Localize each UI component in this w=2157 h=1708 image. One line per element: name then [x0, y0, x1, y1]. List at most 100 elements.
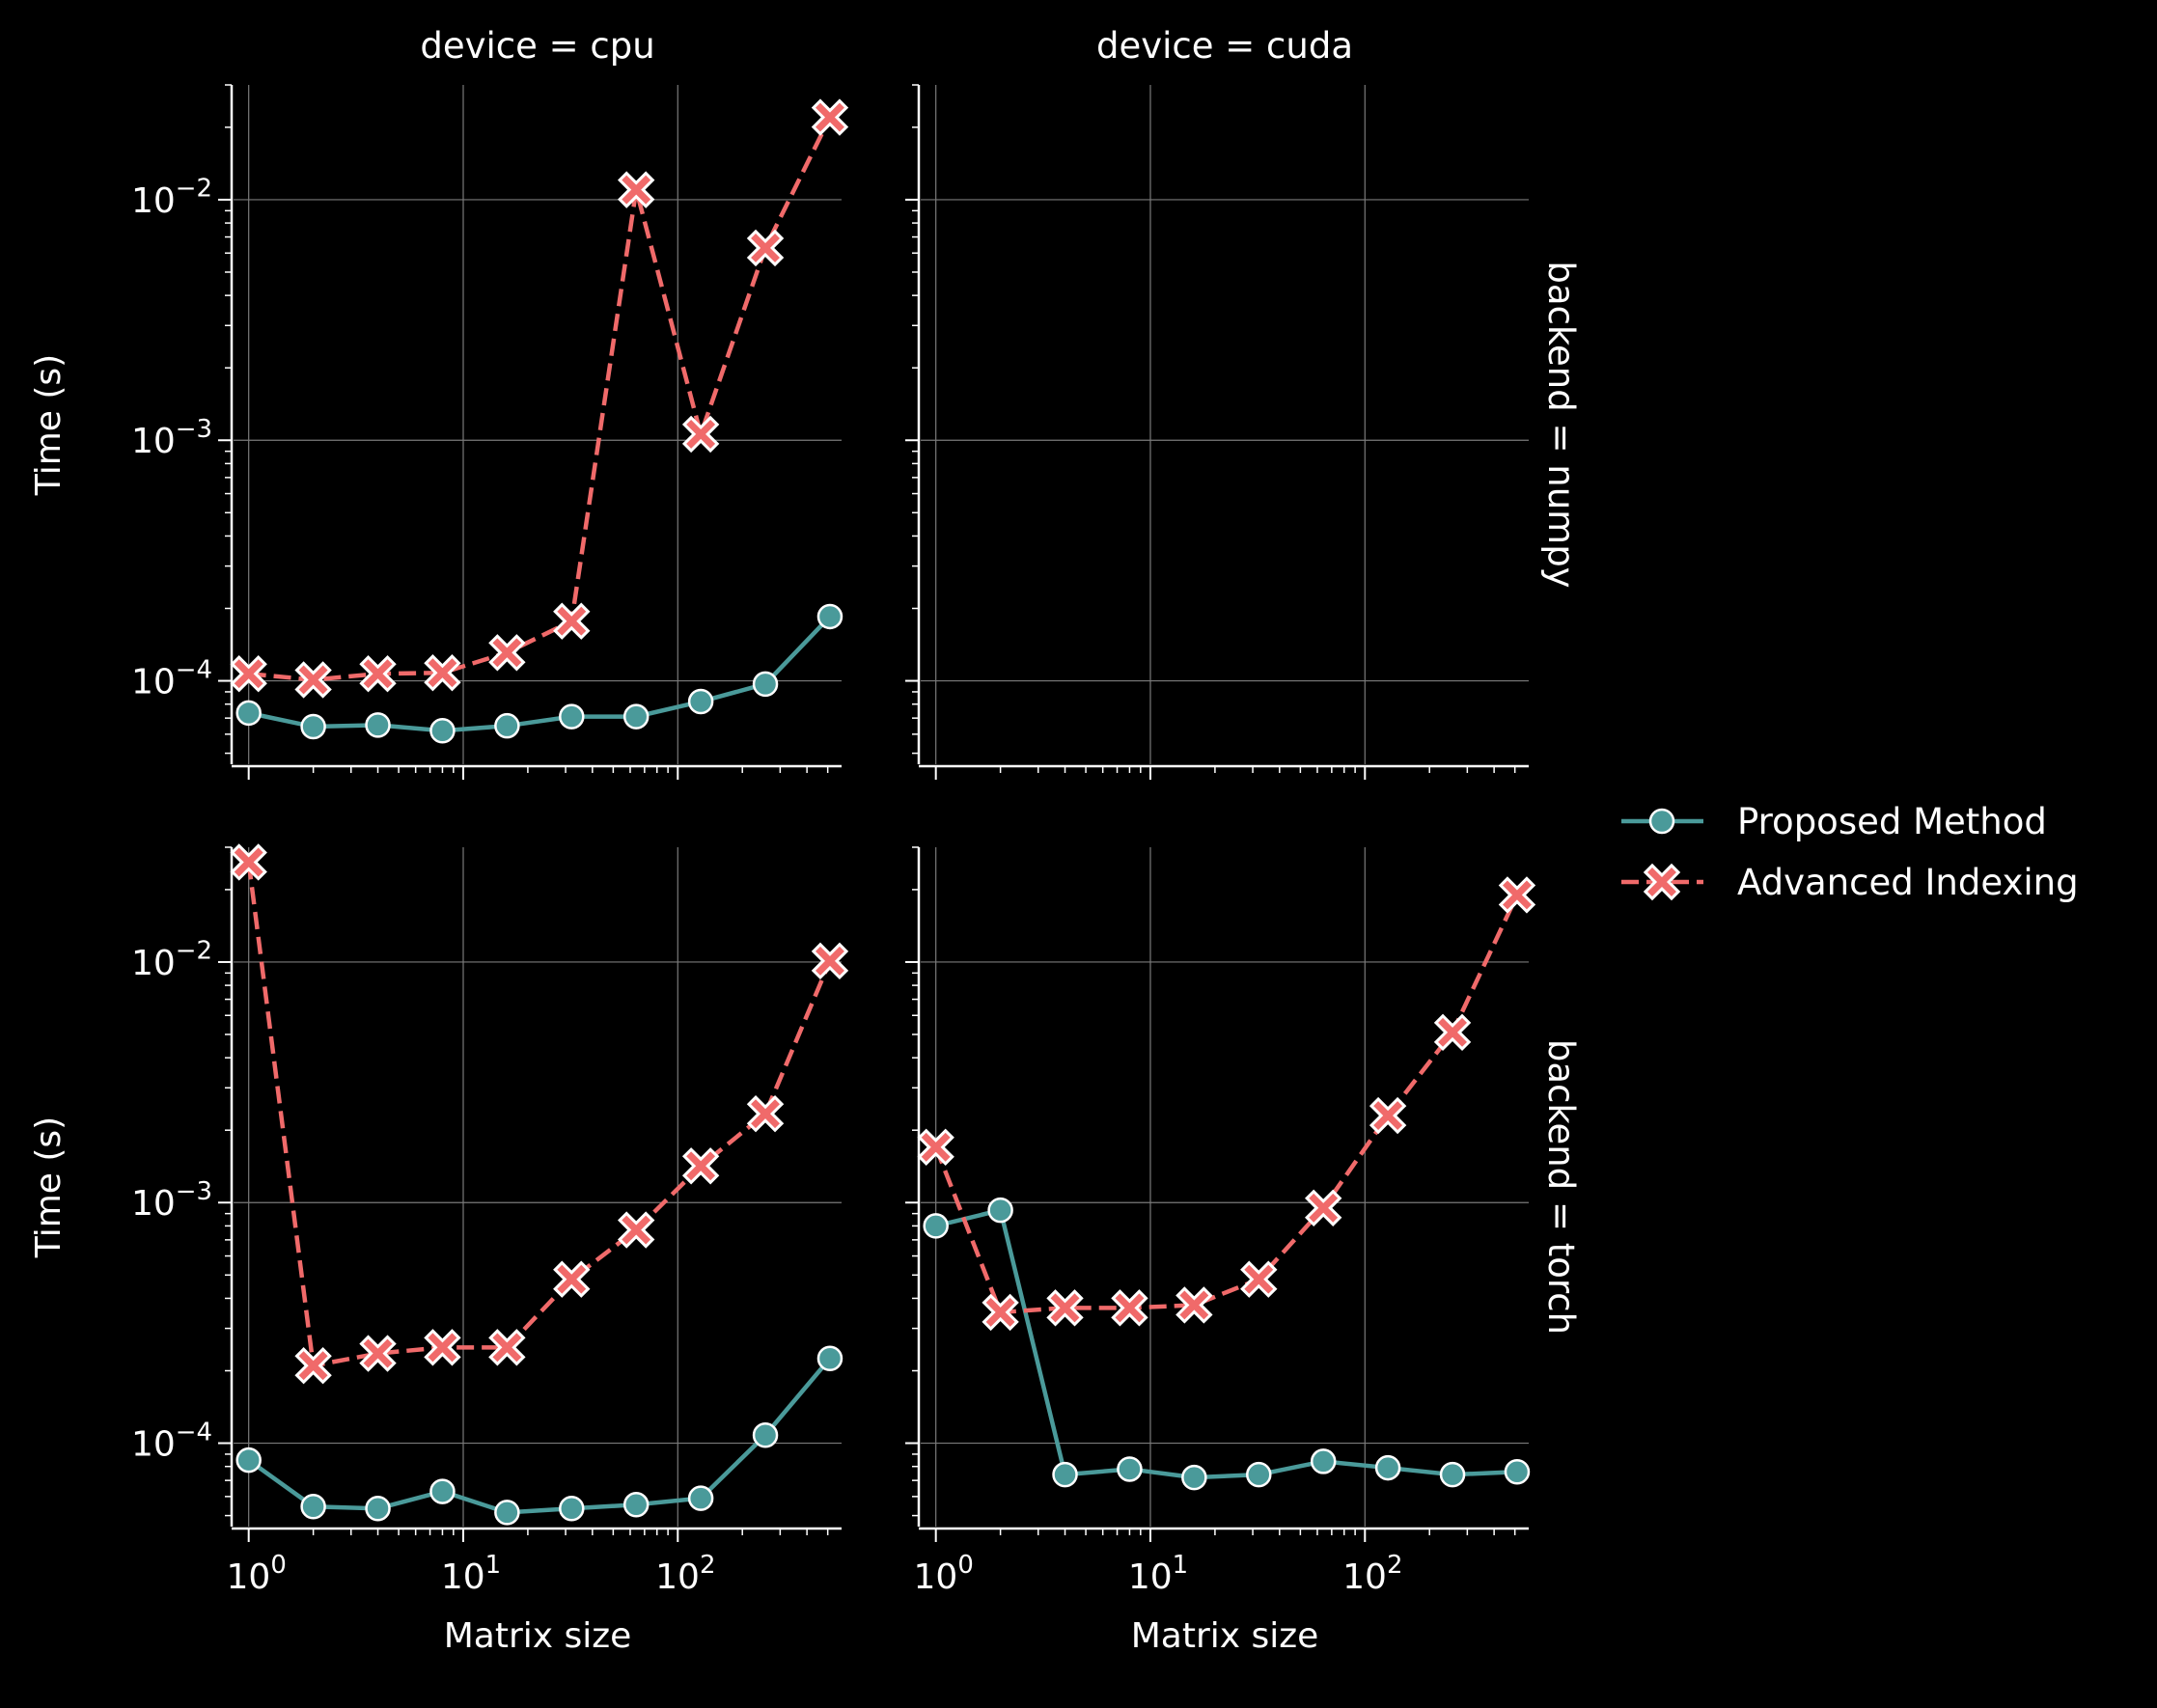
x-tick-label: 102 [655, 1551, 715, 1597]
data-point-advanced-indexing [488, 1329, 526, 1366]
data-point-advanced-indexing [982, 1293, 1019, 1332]
panels-layer: 10−4 10−3 10−2 Time (s) device = cpu device =… [29, 25, 1582, 1656]
x-tick-label: 101 [441, 1551, 501, 1597]
marker-fill [1179, 1290, 1209, 1320]
y-axis-label: Time (s) [29, 1116, 69, 1258]
data-point-advanced-indexing [1498, 876, 1536, 914]
marker-fill [686, 419, 716, 449]
data-point-advanced-indexing [917, 1128, 954, 1166]
data-point-proposed-method [1246, 1461, 1272, 1488]
data-point-advanced-indexing [618, 1211, 655, 1249]
marker-fill [751, 1099, 780, 1129]
row-title: backend = numpy [1540, 261, 1582, 588]
panel-cpu-torch: 10−4 10−3 10−2 Time (s) 100 101 102 Matrix size [29, 843, 849, 1656]
marker-fill [1115, 1293, 1145, 1323]
data-point-proposed-method [752, 671, 779, 698]
data-point-advanced-indexing [746, 1095, 785, 1133]
data-point-proposed-method [622, 703, 650, 730]
data-point-advanced-indexing [1111, 1289, 1148, 1327]
y-tick-label: 10−4 [131, 1418, 212, 1464]
marker-fill [363, 1338, 393, 1368]
data-point-advanced-indexing [618, 171, 655, 208]
marker-fill [622, 175, 651, 205]
legend-marker [1647, 868, 1676, 896]
data-point-proposed-method [494, 712, 520, 739]
data-point-proposed-method [365, 712, 391, 738]
data-point-advanced-indexing [811, 942, 849, 980]
y-tick-label: 10−2 [131, 937, 212, 983]
data-point-proposed-method [1374, 1454, 1401, 1481]
marker-fill [492, 1333, 522, 1363]
data-point-advanced-indexing [294, 1347, 332, 1385]
marker-fill [234, 659, 263, 689]
data-point-proposed-method [300, 1494, 326, 1520]
data-point-proposed-method [1310, 1448, 1337, 1474]
y-tick-label: 10−4 [131, 655, 212, 702]
data-point-proposed-method [687, 1485, 714, 1511]
x-axis-label: Matrix size [1131, 1616, 1319, 1656]
y-tick-label: 10−3 [131, 415, 212, 461]
series-line-proposed-method [935, 1207, 1518, 1480]
marker-fill [1244, 1264, 1274, 1294]
marker-fill [298, 1351, 328, 1381]
data-point-proposed-method [494, 1500, 520, 1526]
y-axis-label: Time (s) [29, 354, 69, 496]
panel-cuda-torch: 100 101 102 Matrix size backend = torch [905, 846, 1582, 1656]
series-line-proposed-method [248, 615, 832, 733]
data-point-advanced-indexing [1046, 1289, 1084, 1327]
x-axis-label: Matrix size [444, 1616, 632, 1656]
marker-fill [1438, 1017, 1467, 1047]
marker-fill [492, 638, 522, 668]
data-point-advanced-indexing [1305, 1189, 1342, 1226]
data-point-advanced-indexing [424, 654, 461, 692]
data-point-proposed-method [1439, 1461, 1466, 1488]
marker-fill [428, 1333, 457, 1363]
data-point-proposed-method [429, 1478, 456, 1504]
marker-fill [298, 665, 328, 695]
series-line-advanced-indexing [246, 862, 833, 1368]
data-point-proposed-method [429, 718, 456, 744]
data-point-proposed-method [1181, 1464, 1207, 1491]
data-point-proposed-method [300, 713, 326, 740]
data-point-advanced-indexing [746, 229, 785, 267]
data-point-proposed-method [923, 1213, 949, 1239]
marker-fill [751, 234, 780, 262]
data-point-proposed-method [1117, 1456, 1143, 1482]
legend-label: Proposed Method [1737, 801, 2047, 842]
legend-label: Advanced Indexing [1737, 862, 2079, 903]
data-point-advanced-indexing [553, 602, 591, 640]
data-point-advanced-indexing [230, 843, 267, 881]
data-point-advanced-indexing [294, 661, 332, 699]
data-point-advanced-indexing [359, 1335, 397, 1372]
data-point-proposed-method [559, 703, 585, 730]
data-point-advanced-indexing [424, 1329, 461, 1366]
data-point-proposed-method [1504, 1459, 1531, 1485]
data-point-proposed-method [987, 1197, 1013, 1224]
marker-fill [985, 1297, 1015, 1327]
data-point-advanced-indexing [1369, 1096, 1407, 1135]
marker-fill [363, 659, 393, 689]
data-point-advanced-indexing [553, 1260, 591, 1298]
marker-fill [686, 1151, 716, 1181]
data-point-advanced-indexing [1175, 1286, 1213, 1324]
marker-fill [428, 658, 457, 688]
marker-fill [921, 1132, 951, 1162]
legend: Proposed Method Advanced Indexing [1621, 801, 2079, 903]
marker-fill [816, 946, 844, 976]
data-point-proposed-method [1052, 1461, 1078, 1488]
legend-item: Advanced Indexing [1621, 862, 2079, 903]
series-line-advanced-indexing [933, 894, 1519, 1315]
marker-fill [1050, 1293, 1080, 1323]
x-tick-label: 100 [914, 1551, 974, 1597]
data-point-advanced-indexing [1240, 1260, 1278, 1298]
data-point-advanced-indexing [488, 634, 526, 672]
marker-fill [622, 1215, 651, 1245]
data-point-advanced-indexing [681, 415, 720, 454]
column-title: device = cpu [420, 25, 654, 67]
marker-fill [1503, 880, 1532, 910]
column-title: device = cuda [1096, 25, 1353, 67]
marker-fill [1309, 1193, 1339, 1223]
data-point-proposed-method [752, 1421, 779, 1448]
data-point-advanced-indexing [230, 655, 267, 693]
